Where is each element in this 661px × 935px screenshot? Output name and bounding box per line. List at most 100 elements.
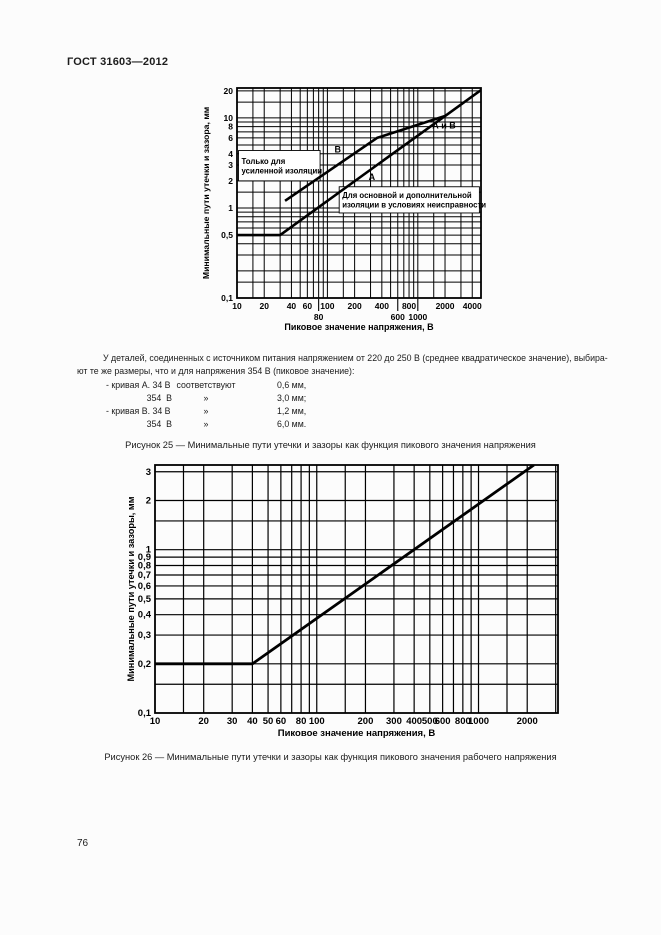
x-tick-label: 40 bbox=[287, 301, 297, 311]
x-tick-label: 1000 bbox=[408, 312, 427, 322]
y-tick-label: 3 bbox=[228, 160, 233, 170]
x-tick-label: 100 bbox=[309, 716, 325, 727]
y-tick-label: 4 bbox=[228, 149, 233, 159]
x-tick-label: 80 bbox=[296, 716, 307, 727]
y-tick-label: 0,2 bbox=[138, 659, 151, 670]
x-tick-label: 10 bbox=[232, 301, 242, 311]
plot-frame bbox=[236, 87, 482, 299]
curve-В bbox=[284, 114, 446, 202]
x-tick-label: 4000 bbox=[463, 301, 482, 311]
axis-tick-labels: 3 2 10,90,80,70,6 0,5 0,4 0,3 0,2 0,110 20 30 40 50… bbox=[138, 467, 538, 727]
curve-А bbox=[237, 88, 481, 237]
curve-label: В bbox=[334, 144, 341, 154]
x-tick-label: 600 bbox=[391, 312, 405, 322]
x-axis-title: Пиковое значение напряжения, В bbox=[278, 728, 436, 739]
y-tick-label: 1 bbox=[146, 545, 152, 556]
annotation-box bbox=[238, 150, 321, 182]
annotation-text: Только для bbox=[242, 157, 286, 166]
chart-curves bbox=[155, 465, 535, 666]
x-tick-label: 500 bbox=[422, 716, 438, 727]
x-tick-label: 100 bbox=[320, 301, 334, 311]
y-tick-label: 0,1 bbox=[221, 293, 233, 303]
x-tick-label: 400 bbox=[375, 301, 389, 311]
curve-name: 354 В bbox=[146, 419, 172, 429]
chart-grid bbox=[155, 465, 558, 713]
x-tick-label: 200 bbox=[348, 301, 362, 311]
annotation-text: Для основной и дополнительной bbox=[342, 191, 472, 200]
curve-series bbox=[155, 465, 535, 666]
x-tick-label: 600 bbox=[435, 716, 451, 727]
relation: » bbox=[203, 406, 209, 416]
x-tick-label: 10 bbox=[150, 716, 161, 727]
y-tick-label: 1 bbox=[228, 203, 233, 213]
chart-curves bbox=[237, 88, 481, 237]
relation: » bbox=[203, 419, 209, 429]
y-tick-label: 0,4 bbox=[138, 610, 152, 621]
curve-name: 354 В bbox=[146, 393, 172, 403]
y-tick-label: 0,5 bbox=[221, 230, 233, 240]
y-axis-title: Минимальные пути утечки и зазора, мм bbox=[201, 107, 211, 279]
curve-label: А и В bbox=[432, 121, 456, 131]
value: 0,6 мм, bbox=[277, 380, 307, 390]
x-tick-label: 800 bbox=[402, 301, 416, 311]
x-tick-label: 2000 bbox=[436, 301, 455, 311]
figure-25-caption: Рисунок 25 — Минимальные пути утечки и з… bbox=[125, 440, 536, 450]
annotation-text: усиленной изоляции bbox=[242, 166, 323, 175]
x-axis-title: Пиковое значение напряжения, В bbox=[284, 322, 434, 332]
y-tick-label: 2 bbox=[228, 176, 233, 186]
x-tick-label: 300 bbox=[386, 716, 402, 727]
list-item: - кривая В. 34 В » 1,2 мм, bbox=[0, 406, 661, 419]
y-tick-label: 0,8 bbox=[138, 561, 151, 572]
y-tick-label: 0,7 bbox=[138, 570, 151, 581]
value: 1,2 мм, bbox=[277, 406, 307, 416]
value: 6,0 мм. bbox=[277, 419, 307, 429]
y-axis-title: Минимальные пути утечки и зазоры, мм bbox=[126, 496, 136, 681]
relation: » bbox=[203, 393, 209, 403]
x-tick-label: 20 bbox=[198, 716, 209, 727]
paragraph-line-1: У деталей, соединенных с источником пита… bbox=[103, 353, 608, 363]
x-tick-label: 1000 bbox=[468, 716, 489, 727]
y-tick-label: 3 bbox=[146, 467, 151, 478]
value: 3,0 мм; bbox=[277, 393, 307, 403]
list-item: 354 В » 6,0 мм. bbox=[0, 419, 661, 432]
y-tick-label: 2 bbox=[146, 496, 151, 507]
plot-frame bbox=[154, 464, 559, 714]
list-item: - кривая А. 34 В соответствуют 0,6 мм, bbox=[0, 380, 661, 393]
x-tick-label: 30 bbox=[227, 716, 238, 727]
y-tick-label: 0,6 bbox=[138, 581, 151, 592]
x-tick-label: 60 bbox=[303, 301, 313, 311]
x-tick-label: 2000 bbox=[517, 716, 538, 727]
curve-name: - кривая В. 34 В bbox=[106, 406, 171, 416]
page-number: 76 bbox=[77, 838, 89, 849]
y-tick-label: 0,1 bbox=[138, 708, 152, 719]
relation: соответствуют bbox=[176, 380, 236, 390]
x-tick-label: 50 bbox=[263, 716, 274, 727]
x-tick-label: 400 bbox=[406, 716, 422, 727]
figure-26-chart: 3 2 10,90,80,70,6 0,5 0,4 0,3 0,2 0,110 20 30 40 50… bbox=[126, 464, 559, 739]
x-tick-label: 200 bbox=[358, 716, 374, 727]
curve-label: А bbox=[369, 172, 376, 182]
annotation-text: изоляции в условиях неисправности bbox=[342, 201, 486, 210]
x-tick-label: 20 bbox=[259, 301, 269, 311]
y-tick-label: 0,5 bbox=[138, 594, 152, 605]
y-tick-label: 0,9 bbox=[138, 552, 151, 563]
y-tick-label: 10 bbox=[224, 113, 234, 123]
x-tick-label: 40 bbox=[247, 716, 258, 727]
y-tick-label: 0,3 bbox=[138, 630, 151, 641]
y-tick-label: 6 bbox=[228, 133, 233, 143]
list-item: 354 В » 3,0 мм; bbox=[0, 393, 661, 406]
paragraph-line-2: ют те же размеры, что и для напряжения 3… bbox=[77, 366, 355, 376]
y-tick-label: 20 bbox=[224, 86, 234, 96]
document-header: ГОСТ 31603—2012 bbox=[67, 56, 169, 68]
x-tick-label: 800 bbox=[455, 716, 471, 727]
x-tick-label: 60 bbox=[276, 716, 287, 727]
y-tick-label: 8 bbox=[228, 122, 233, 132]
curve-name: - кривая А. 34 В bbox=[106, 380, 171, 390]
annotation-box bbox=[338, 186, 480, 214]
figure-26-caption: Рисунок 26 — Минимальные пути утечки и з… bbox=[104, 752, 557, 762]
x-tick-label: 80 bbox=[314, 312, 324, 322]
